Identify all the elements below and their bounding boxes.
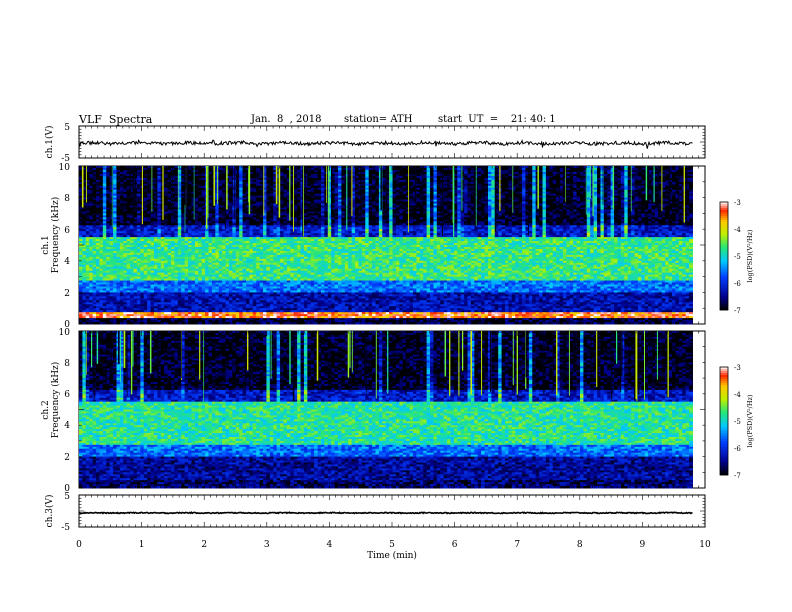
ch1-spectrogram-cell [277, 322, 281, 324]
ch1-spectrogram-cell [178, 322, 182, 324]
ch1-spectrogram-cell [236, 322, 240, 324]
ch1-spectrogram-cell [205, 322, 209, 324]
ch1-spectrogram-cell [164, 322, 168, 324]
ch1-spectrogram-cell [123, 322, 127, 324]
ch1-spectrogram-cell [215, 322, 219, 324]
ch1-spectrogram-cell [137, 322, 141, 324]
ch1-spectrogram-panel: 0 2 4 6 8 10 ch.1 Frequency (kHz) [41, 163, 705, 330]
ch1-spectrogram-cell [103, 322, 107, 324]
ch1-spectrogram-cell [249, 322, 253, 324]
ch1-spectrogram-cell [198, 322, 202, 324]
ch1-spectrogram-cell [140, 322, 144, 324]
ch1-spectrogram-cell [130, 322, 134, 324]
ch1-spectrogram-cell [106, 322, 110, 324]
ch1-spectrogram-cell [89, 322, 93, 324]
ch1-waveform-panel: 5 -5 ch.1(V) [44, 123, 705, 164]
ch1-spectrogram-cell [243, 322, 247, 324]
ch1-spectrogram-cell [86, 322, 90, 324]
ch1-spectrogram-cell [191, 322, 195, 324]
ch1-spectrogram-cell [202, 322, 206, 324]
ch1-spectrogram-image [79, 166, 693, 325]
ch1-spectrogram-cell [253, 322, 257, 324]
ch1-spectrogram-cell [120, 322, 124, 324]
ch1-spectrogram-cell [219, 322, 223, 324]
ch1-spectrogram-cell [161, 322, 165, 324]
ch1-spectrogram-cell [212, 322, 216, 324]
ch1-spectrogram-cell [144, 322, 148, 324]
ch1-spectrogram-cell [174, 322, 178, 324]
ch1-waveform-ytick-top: 5 [64, 123, 70, 133]
ch1-spectrogram-cell [181, 322, 185, 324]
ch1-spectrogram-cell [154, 322, 158, 324]
ch1-spectrogram-cell [226, 322, 230, 324]
ch1-waveform-ylabel: ch.1(V) [44, 126, 55, 159]
ch1-spectrogram-cell [127, 322, 131, 324]
ch1-spectrogram-cell [229, 322, 233, 324]
ch1-spectrogram-cell [93, 322, 97, 324]
ch1-spectrogram-cell [157, 322, 161, 324]
ch1-spectrogram-cell [99, 322, 103, 324]
ch1-spectrogram-cell [116, 322, 120, 324]
ch1-spectrogram-cell [168, 322, 172, 324]
ch1-spectrogram-cell [256, 322, 260, 324]
ch1-spectrogram-cell [263, 322, 267, 324]
ch1-spectrogram-cell [260, 322, 264, 324]
ch1-spectrogram-cell [273, 322, 277, 324]
ch1-spectrogram-cell [239, 322, 243, 324]
